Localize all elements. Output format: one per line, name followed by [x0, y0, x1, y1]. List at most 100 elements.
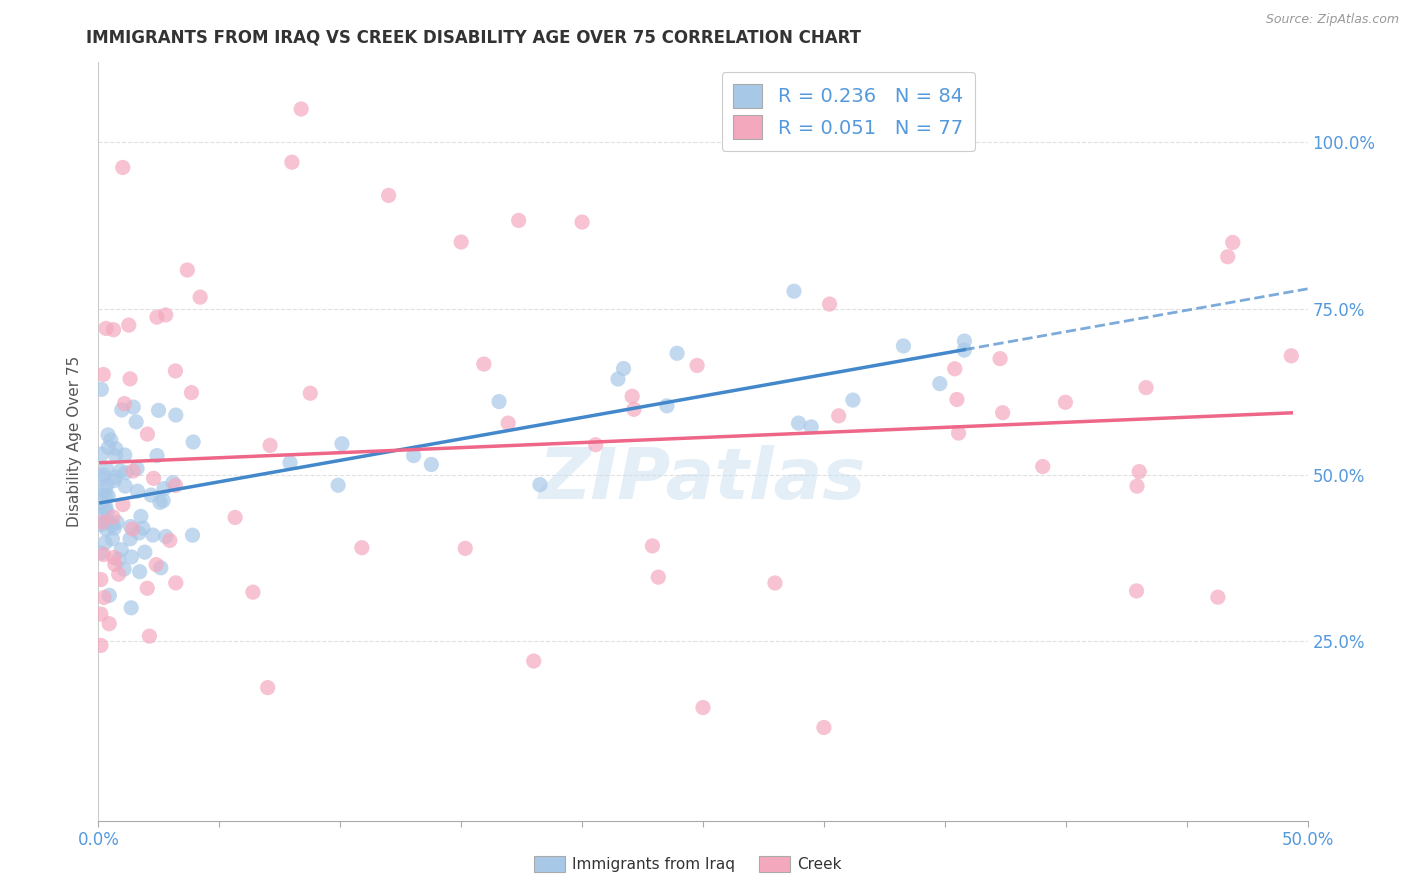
Point — [111, 403, 134, 417]
Point — [813, 721, 835, 735]
Point — [165, 575, 187, 590]
Point — [988, 351, 1011, 366]
Point — [242, 585, 264, 599]
Point — [943, 361, 966, 376]
Point — [125, 415, 148, 429]
Point — [110, 542, 132, 557]
Point — [125, 461, 148, 475]
Point — [120, 532, 142, 546]
Point — [128, 525, 150, 540]
Point — [155, 529, 177, 543]
Point — [946, 392, 969, 407]
Point — [1135, 381, 1157, 395]
Point — [692, 700, 714, 714]
Point — [90, 546, 112, 560]
Point — [585, 438, 607, 452]
Point — [763, 576, 786, 591]
Point — [104, 449, 127, 463]
Point — [108, 464, 131, 478]
Point — [104, 558, 127, 572]
Point — [1216, 250, 1239, 264]
Point — [259, 438, 281, 452]
Point — [165, 408, 187, 422]
Point — [90, 573, 112, 587]
Point — [101, 517, 124, 532]
Point — [103, 474, 125, 488]
Point — [450, 235, 472, 249]
Y-axis label: Disability Age Over 75: Disability Age Over 75 — [67, 356, 83, 527]
Point — [107, 552, 129, 566]
Point — [420, 458, 443, 472]
Point — [134, 545, 156, 559]
Point — [132, 521, 155, 535]
Point — [111, 161, 134, 175]
Point — [97, 441, 120, 455]
Point — [93, 591, 115, 605]
Point — [529, 477, 551, 491]
Point — [129, 509, 152, 524]
Point — [90, 489, 112, 503]
Point — [508, 213, 530, 227]
Point — [114, 479, 136, 493]
Point — [96, 505, 118, 519]
Point — [188, 290, 211, 304]
Point — [1128, 465, 1150, 479]
Point — [90, 607, 112, 621]
Point — [96, 478, 118, 492]
Point — [104, 470, 127, 484]
Legend: R = 0.236   N = 84, R = 0.051   N = 77: R = 0.236 N = 84, R = 0.051 N = 77 — [721, 72, 974, 151]
Point — [94, 489, 117, 503]
Point — [647, 570, 669, 584]
Point — [181, 528, 204, 542]
Point — [152, 493, 174, 508]
Point — [98, 588, 121, 602]
Point — [621, 389, 644, 403]
Point — [94, 321, 117, 335]
Point — [176, 263, 198, 277]
Point — [112, 562, 135, 576]
Point — [120, 519, 142, 533]
Point — [299, 386, 322, 401]
Point — [149, 561, 172, 575]
Point — [149, 495, 172, 509]
Point — [454, 541, 477, 556]
Point — [326, 478, 349, 492]
Point — [107, 567, 129, 582]
Point — [142, 528, 165, 542]
Point — [94, 500, 117, 515]
Point — [165, 364, 187, 378]
Point — [94, 536, 117, 550]
Text: Source: ZipAtlas.com: Source: ZipAtlas.com — [1265, 13, 1399, 27]
Point — [162, 475, 184, 490]
Point — [104, 442, 127, 456]
Point — [146, 310, 169, 325]
Point — [1125, 583, 1147, 598]
Point — [114, 448, 136, 462]
Point — [90, 508, 112, 523]
Point — [100, 433, 122, 447]
Point — [97, 489, 120, 503]
Point — [90, 517, 112, 532]
Point — [101, 532, 124, 546]
Point — [165, 478, 187, 492]
Point — [96, 515, 118, 529]
Point — [159, 533, 181, 548]
Point — [93, 548, 115, 562]
Point — [101, 510, 124, 524]
Point — [120, 600, 142, 615]
Point — [93, 500, 115, 515]
Point — [128, 565, 150, 579]
Point — [472, 357, 495, 371]
Point — [114, 466, 136, 480]
Point — [181, 435, 204, 450]
Point — [136, 581, 159, 595]
Point — [118, 318, 141, 332]
Point — [893, 339, 915, 353]
Point — [114, 397, 136, 411]
Point — [90, 639, 112, 653]
Point — [350, 541, 373, 555]
Point — [488, 394, 510, 409]
Point — [827, 409, 849, 423]
Point — [256, 681, 278, 695]
Point — [127, 484, 149, 499]
